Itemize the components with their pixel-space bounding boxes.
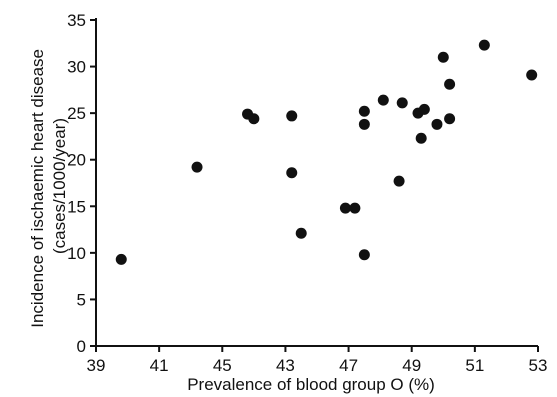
- y-tick-label: 10: [67, 244, 86, 263]
- data-point: [444, 113, 456, 125]
- x-tick-label: 39: [87, 356, 106, 375]
- y-tick-label: 0: [77, 337, 86, 356]
- data-point: [444, 78, 456, 90]
- x-tick-label: 45: [213, 356, 232, 375]
- data-point: [526, 69, 538, 81]
- data-point: [286, 167, 298, 179]
- data-point: [339, 202, 351, 214]
- data-point: [418, 103, 430, 115]
- y-ticks: 0 5 10 15 20 25 30 35: [67, 11, 96, 356]
- data-point: [191, 161, 203, 173]
- data-point: [415, 132, 427, 144]
- x-tick-label: 43: [276, 356, 295, 375]
- y-axis-title-line-1: Incidence of ischaemic heart disease: [28, 49, 47, 328]
- data-point: [358, 249, 370, 261]
- data-point: [358, 118, 370, 130]
- y-axis-title: Incidence of ischaemic heart disease (ca…: [28, 44, 69, 328]
- data-point: [431, 118, 443, 130]
- data-point: [248, 113, 260, 125]
- x-ticks: 39 41 45 43 47 49 51 53: [87, 346, 548, 375]
- y-tick-label: 25: [67, 104, 86, 123]
- y-axis-title-line-2: (cases/1000/year): [50, 118, 69, 254]
- data-point: [349, 202, 361, 214]
- data-point: [115, 253, 127, 265]
- data-point: [478, 39, 490, 51]
- y-tick-label: 5: [77, 290, 86, 309]
- data-point: [437, 51, 449, 63]
- data-point: [393, 175, 405, 187]
- y-tick-label: 30: [67, 58, 86, 77]
- x-tick-label: 49: [402, 356, 421, 375]
- data-point: [358, 105, 370, 117]
- y-tick-label: 35: [67, 11, 86, 30]
- x-tick-label: 51: [465, 356, 484, 375]
- data-point: [396, 97, 408, 109]
- data-point: [295, 227, 307, 239]
- data-point: [286, 110, 298, 122]
- y-tick-label: 15: [67, 197, 86, 216]
- data-points: [115, 39, 538, 265]
- axes: [95, 18, 538, 347]
- x-tick-label: 53: [529, 356, 548, 375]
- x-tick-label: 41: [150, 356, 169, 375]
- y-tick-label: 20: [67, 151, 86, 170]
- data-point: [377, 94, 389, 106]
- x-axis-title: Prevalence of blood group O (%): [187, 375, 435, 394]
- x-tick-label: 47: [339, 356, 358, 375]
